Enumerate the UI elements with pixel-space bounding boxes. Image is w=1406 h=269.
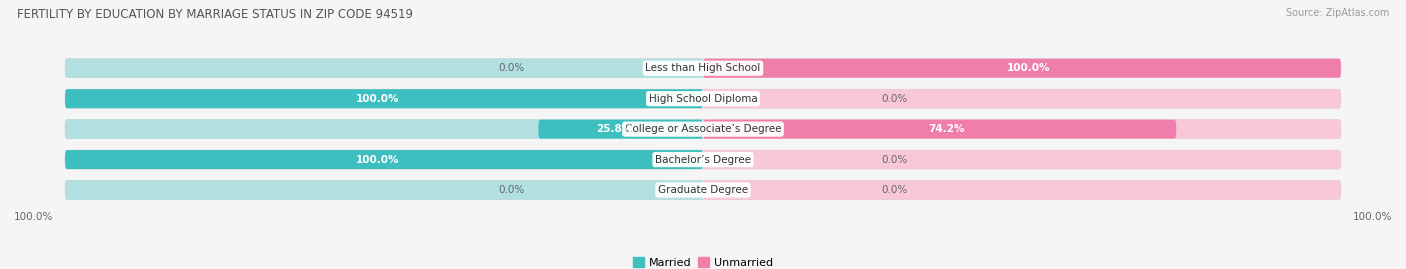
FancyBboxPatch shape <box>65 89 703 108</box>
Text: 25.8%: 25.8% <box>596 124 633 134</box>
FancyBboxPatch shape <box>65 89 703 108</box>
Legend: Married, Unmarried: Married, Unmarried <box>628 252 778 269</box>
Text: High School Diploma: High School Diploma <box>648 94 758 104</box>
FancyBboxPatch shape <box>703 59 1341 78</box>
Text: 0.0%: 0.0% <box>498 185 524 195</box>
FancyBboxPatch shape <box>703 89 1341 108</box>
Text: Graduate Degree: Graduate Degree <box>658 185 748 195</box>
Text: Bachelor’s Degree: Bachelor’s Degree <box>655 155 751 165</box>
FancyBboxPatch shape <box>65 150 703 169</box>
Text: 100.0%: 100.0% <box>356 94 399 104</box>
FancyBboxPatch shape <box>65 59 703 78</box>
Text: 100.0%: 100.0% <box>1353 212 1392 222</box>
FancyBboxPatch shape <box>703 180 1341 200</box>
FancyBboxPatch shape <box>65 150 703 169</box>
FancyBboxPatch shape <box>65 59 703 78</box>
FancyBboxPatch shape <box>703 180 1341 200</box>
Text: 100.0%: 100.0% <box>356 155 399 165</box>
FancyBboxPatch shape <box>538 120 703 139</box>
Text: 0.0%: 0.0% <box>882 185 908 195</box>
FancyBboxPatch shape <box>703 150 1341 169</box>
FancyBboxPatch shape <box>65 120 1341 139</box>
FancyBboxPatch shape <box>703 120 1341 139</box>
FancyBboxPatch shape <box>65 120 703 139</box>
Text: Less than High School: Less than High School <box>645 63 761 73</box>
Text: 100.0%: 100.0% <box>14 212 53 222</box>
FancyBboxPatch shape <box>65 150 1341 169</box>
FancyBboxPatch shape <box>65 89 1341 108</box>
FancyBboxPatch shape <box>65 89 703 108</box>
Text: 100.0%: 100.0% <box>1007 63 1050 73</box>
Text: 0.0%: 0.0% <box>498 63 524 73</box>
FancyBboxPatch shape <box>703 59 1341 78</box>
FancyBboxPatch shape <box>65 180 703 200</box>
FancyBboxPatch shape <box>703 150 1341 169</box>
FancyBboxPatch shape <box>703 120 1341 139</box>
Text: Source: ZipAtlas.com: Source: ZipAtlas.com <box>1285 8 1389 18</box>
FancyBboxPatch shape <box>65 59 1341 78</box>
FancyBboxPatch shape <box>65 120 703 139</box>
FancyBboxPatch shape <box>65 150 703 169</box>
Text: FERTILITY BY EDUCATION BY MARRIAGE STATUS IN ZIP CODE 94519: FERTILITY BY EDUCATION BY MARRIAGE STATU… <box>17 8 413 21</box>
Text: 74.2%: 74.2% <box>928 124 965 134</box>
FancyBboxPatch shape <box>703 89 1341 108</box>
Text: 0.0%: 0.0% <box>882 155 908 165</box>
FancyBboxPatch shape <box>65 180 1341 200</box>
FancyBboxPatch shape <box>703 120 1177 139</box>
FancyBboxPatch shape <box>65 180 703 200</box>
FancyBboxPatch shape <box>703 59 1341 78</box>
Text: College or Associate’s Degree: College or Associate’s Degree <box>624 124 782 134</box>
Text: 0.0%: 0.0% <box>882 94 908 104</box>
